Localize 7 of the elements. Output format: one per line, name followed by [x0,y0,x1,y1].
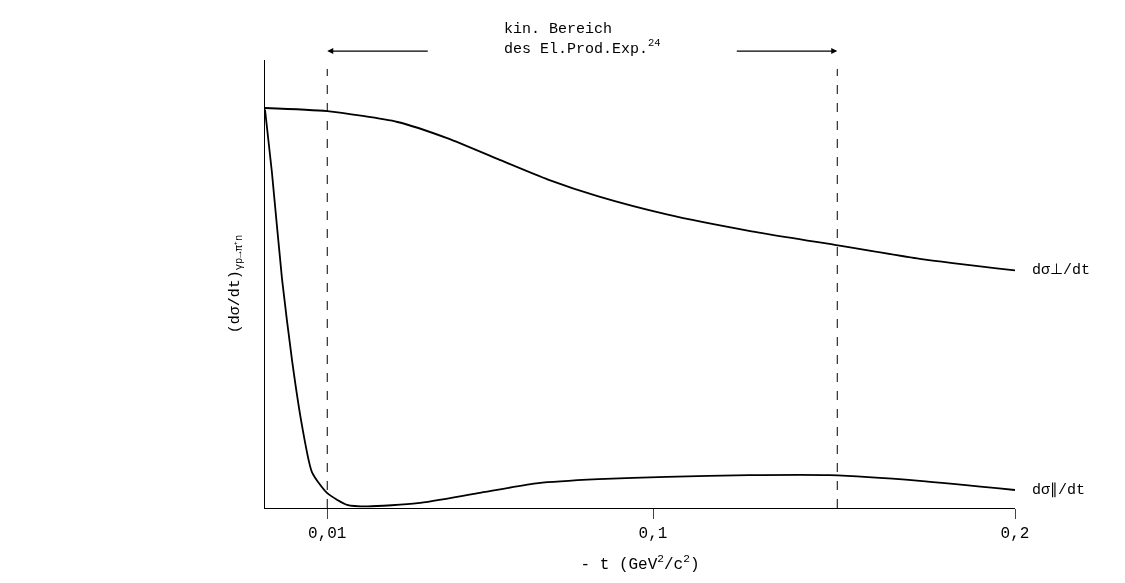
text: kin. Bereich des El.Prod.Exp.$^{24}$ [504,21,661,58]
x-axis-title: - t (GeV$^{2}$/c$^{2}$) [580,553,700,574]
x-tick-label: 0,2 [1000,525,1030,544]
x-tick-label: 0,01 [308,525,347,544]
series-label: dσ⊥/dt [1032,262,1091,279]
series-label: dσ∥/dt [1032,482,1086,499]
x-tick-label: 0,1 [638,525,668,544]
